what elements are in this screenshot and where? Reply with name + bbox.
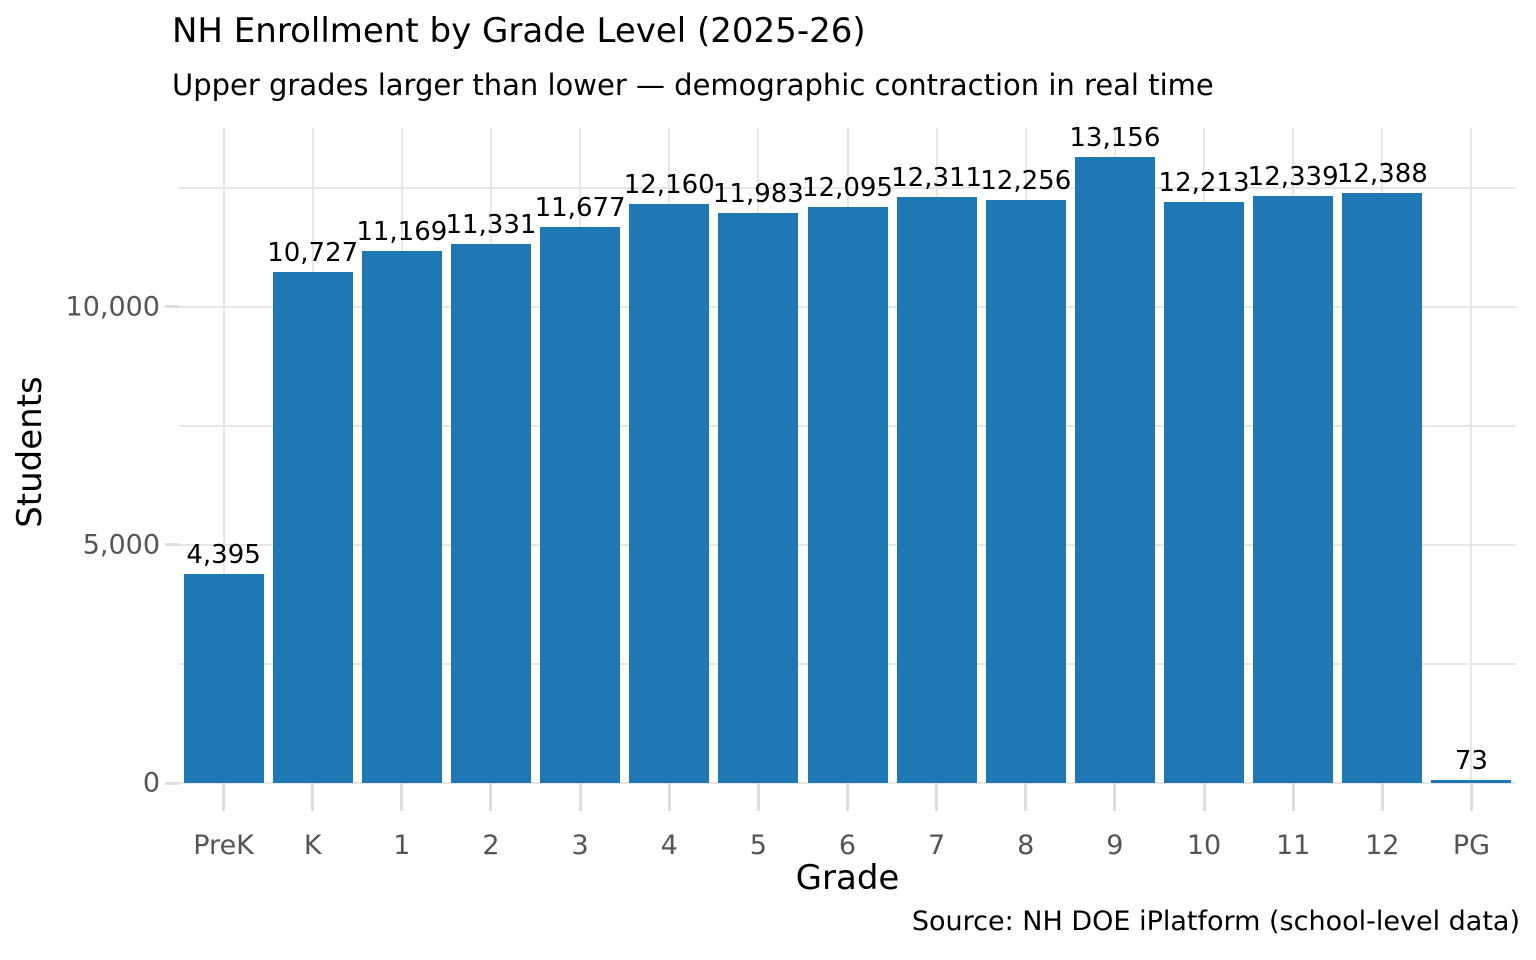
bar-value-label-4: 12,160 (623, 170, 715, 201)
bar-value-label-12: 12,388 (1336, 159, 1428, 190)
x-tick-mark (1113, 783, 1117, 811)
bar-8 (985, 199, 1066, 783)
bar-value-label-7: 12,311 (891, 162, 983, 193)
bar-value-label-5: 11,983 (712, 178, 804, 209)
vertical-gridline (1470, 128, 1473, 783)
x-tick-label-1: 1 (393, 830, 411, 861)
bar-value-label-10: 12,213 (1158, 167, 1250, 198)
x-tick-mark (1469, 783, 1473, 811)
x-tick-mark (846, 783, 849, 811)
bar-1 (361, 251, 442, 783)
bar-PreK (183, 573, 264, 783)
y-tick-label-0: 0 (142, 767, 160, 799)
bar-9 (1074, 156, 1155, 783)
x-tick-mark (1291, 783, 1295, 811)
y-tick-mark (165, 543, 179, 547)
x-tick-label-K: K (303, 830, 322, 861)
vertical-gridline (222, 128, 225, 783)
plot-area: 4,395 PreK 10,727 K 11,169 1 11,331 2 11,677 3 12,… (66, 123, 1516, 861)
x-tick-label-PG: PG (1452, 830, 1491, 861)
x-tick-label-7: 7 (928, 830, 946, 861)
y-tick-mark (165, 781, 179, 785)
bar-value-label-6: 12,095 (802, 173, 893, 204)
bar-value-label-1: 11,169 (356, 217, 448, 248)
bar-value-label-2: 11,331 (445, 209, 537, 240)
bar-6 (807, 207, 888, 783)
chart-subtitle: Upper grades larger than lower — demogra… (172, 68, 1214, 102)
x-tick-label-2: 2 (482, 830, 500, 861)
bar-value-label-3: 11,677 (534, 193, 626, 224)
x-tick-mark (935, 783, 939, 811)
x-tick-mark (756, 783, 760, 811)
x-tick-mark (400, 783, 404, 811)
y-tick-mark (165, 305, 179, 309)
x-axis-label: Grade (795, 858, 900, 898)
bar-7 (896, 196, 977, 783)
x-tick-label-5: 5 (749, 830, 767, 861)
bar-value-label-PG: 73 (1454, 745, 1488, 776)
x-tick-label-8: 8 (1017, 830, 1035, 861)
bar-11 (1253, 195, 1334, 783)
bar-value-label-PreK: 4,395 (186, 539, 261, 570)
x-tick-mark (311, 783, 315, 811)
x-tick-label-4: 4 (660, 830, 678, 861)
x-tick-mark (1024, 783, 1028, 811)
x-tick-label-3: 3 (571, 830, 589, 861)
x-tick-mark (222, 783, 226, 811)
bar-value-label-11: 12,339 (1247, 161, 1339, 192)
bar-K (272, 272, 353, 783)
chart-title: NH Enrollment by Grade Level (2025-26) (172, 11, 866, 51)
bar-12 (1342, 193, 1423, 783)
bar-4 (629, 204, 710, 783)
bar-PG (1431, 779, 1512, 783)
y-tick-label-5,000: 5,000 (82, 529, 160, 561)
x-tick-label-11: 11 (1275, 830, 1311, 861)
bar-value-label-K: 10,727 (267, 238, 359, 269)
x-tick-label-PreK: PreK (193, 830, 254, 861)
x-tick-mark (489, 783, 493, 811)
x-tick-mark (667, 783, 671, 811)
x-tick-mark (578, 783, 582, 811)
x-tick-label-6: 6 (838, 830, 857, 861)
bar-2 (450, 243, 531, 783)
x-tick-label-12: 12 (1365, 830, 1400, 861)
source-caption: Source: NH DOE iPlatform (school-level d… (911, 906, 1520, 937)
x-tick-mark (1202, 783, 1206, 811)
bar-value-label-9: 13,156 (1069, 122, 1161, 153)
x-tick-label-10: 10 (1186, 830, 1222, 861)
y-axis-label: Students (10, 376, 50, 528)
x-tick-label-9: 9 (1106, 830, 1124, 861)
x-tick-mark (1380, 783, 1384, 811)
bar-5 (718, 212, 799, 783)
bar-10 (1164, 201, 1245, 783)
bar-value-label-8: 12,256 (980, 165, 1072, 196)
y-tick-label-10,000: 10,000 (65, 291, 160, 323)
bar-3 (540, 227, 621, 783)
